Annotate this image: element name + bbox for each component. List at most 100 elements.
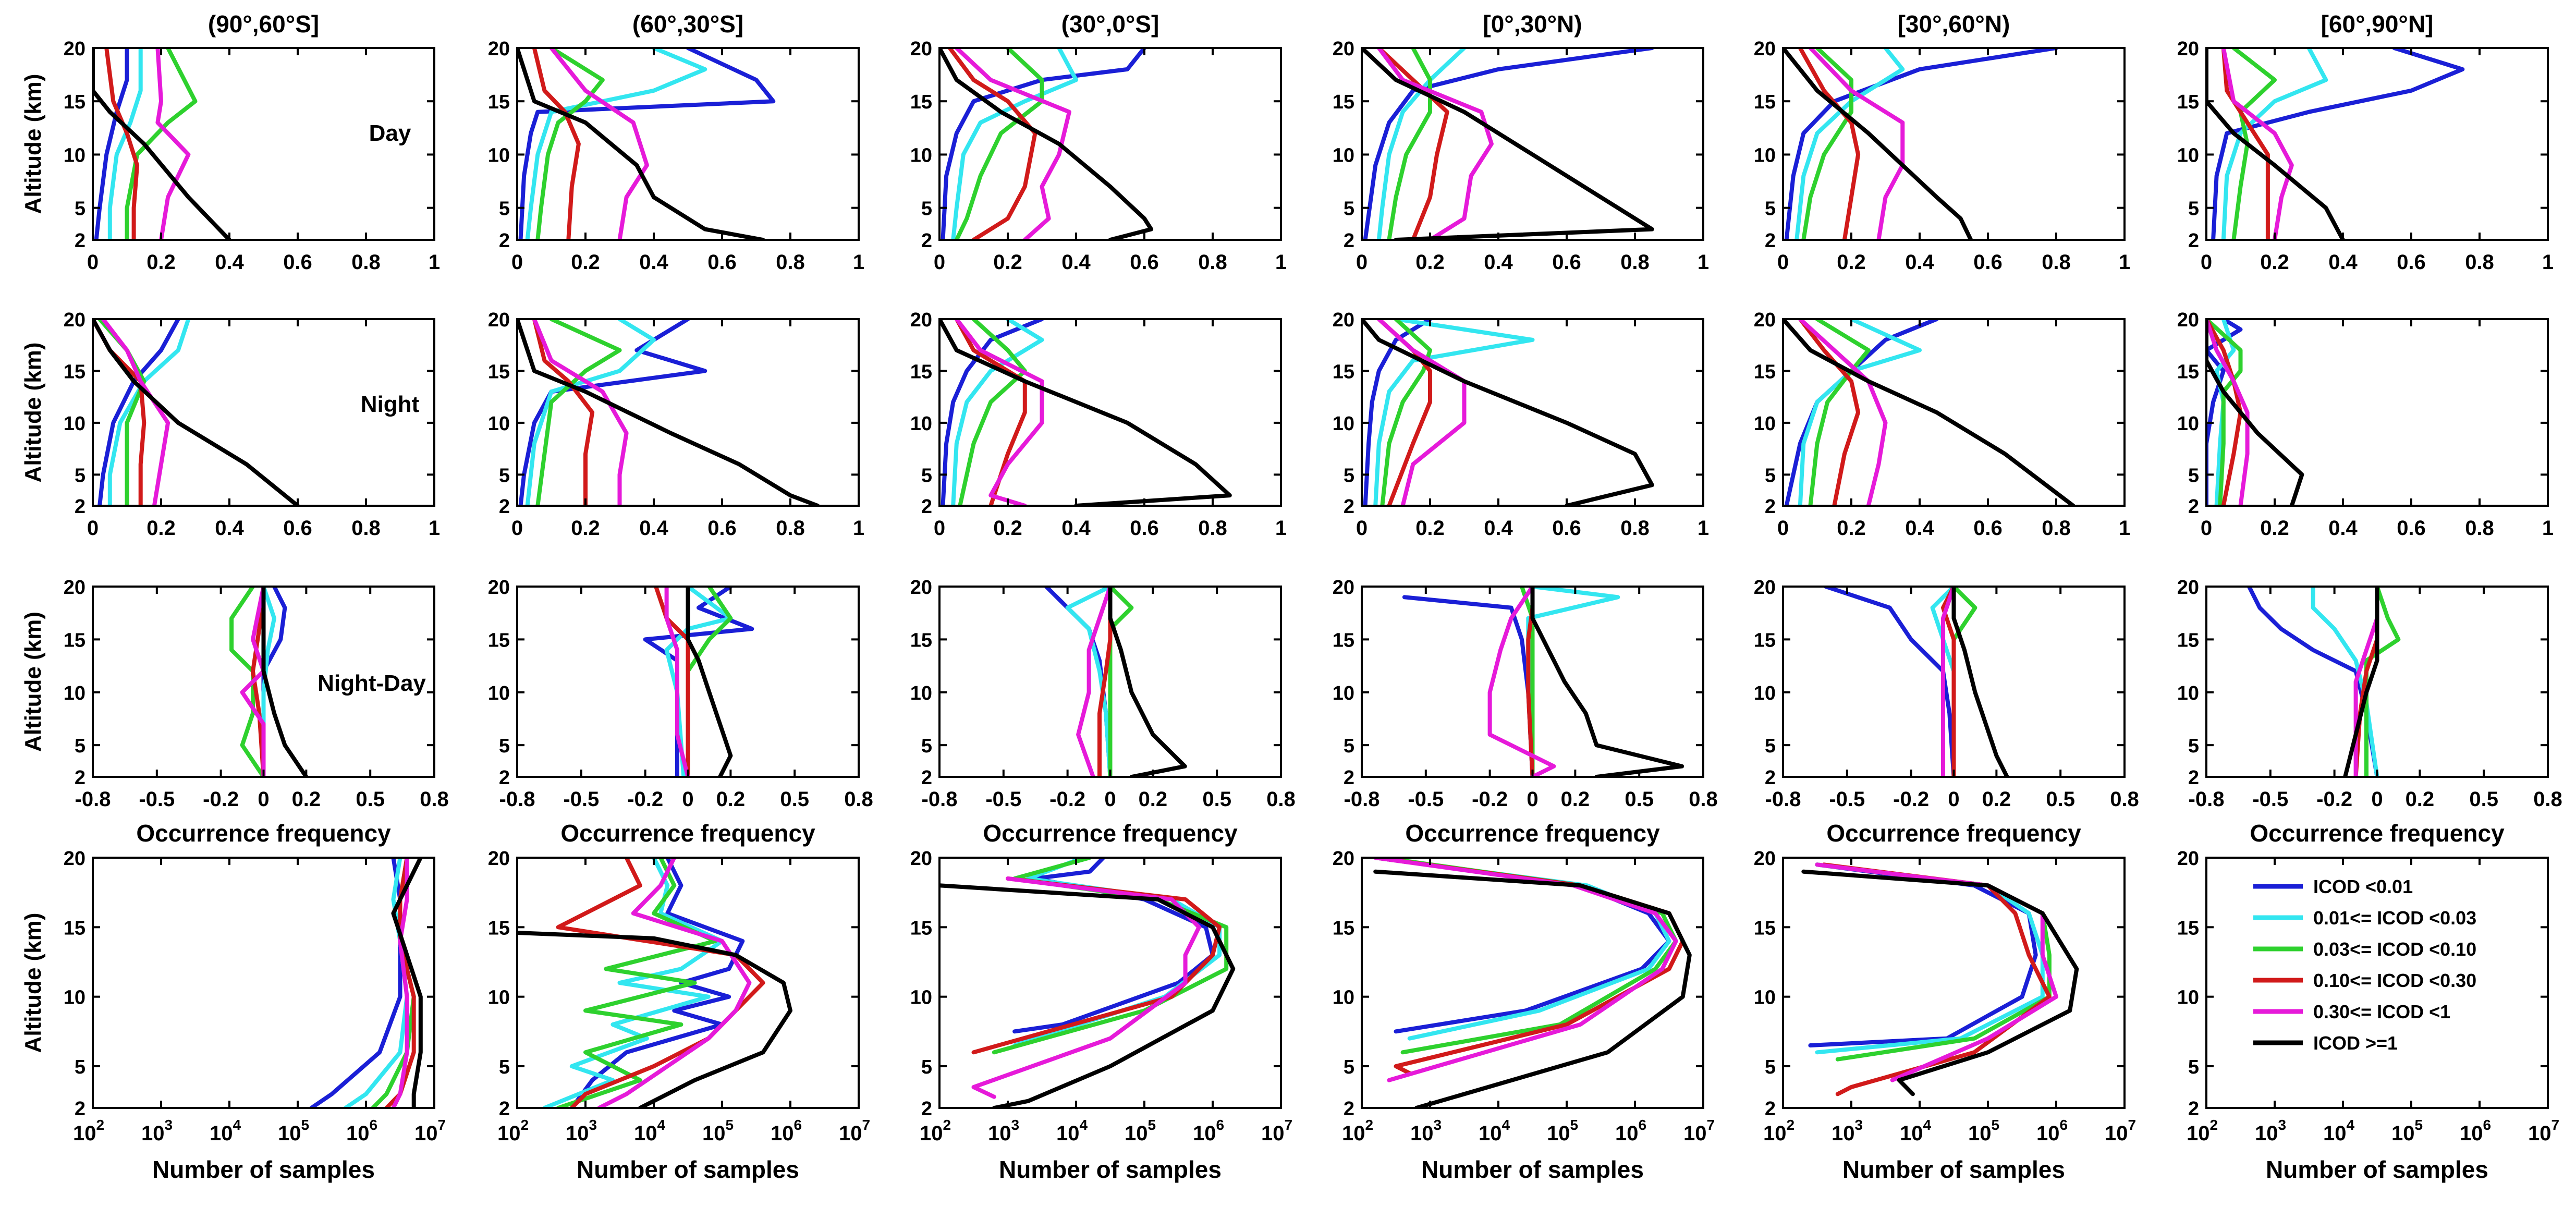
series-icod_010_030 [556, 858, 765, 1108]
panel-r2-c4: 2 5 10 15 20 0 0.2 0.4 0.6 0.8 1 [1333, 309, 1709, 540]
panel-r4-c1: 2 5 10 15 20 102 103 104 105 106 107 [64, 848, 446, 1145]
y-tick-label: 2 [921, 1098, 932, 1120]
x-tick-label: 102 [2187, 1117, 2218, 1145]
series-group [1044, 587, 1187, 777]
x-tick-label: 0.8 [1689, 788, 1718, 811]
x-tick-label: 0.4 [1484, 517, 1513, 540]
series-icod_030_1 [101, 319, 170, 506]
legend-entry: ICOD >=1 [2313, 1032, 2398, 1054]
y-tick-label: 10 [1754, 987, 1776, 1009]
y-tick-label: 20 [64, 38, 86, 60]
x-tick-label: -0.8 [75, 788, 111, 811]
x-tick-label: 0 [1104, 788, 1116, 811]
x-tick-label: 0.8 [2465, 517, 2494, 540]
panel-frame [1361, 47, 1704, 241]
y-tick-label: 10 [1333, 144, 1354, 166]
x-tick-label: 0.2 [1561, 788, 1590, 811]
x-tick-label: 0.8 [2042, 251, 2071, 274]
y-tick-label: 20 [2177, 309, 2199, 331]
series-group [517, 48, 776, 240]
series-icod_030_1 [1373, 858, 1678, 1082]
x-tick-label: 0.8 [844, 788, 873, 811]
x-tick-label: 104 [1479, 1117, 1510, 1145]
y-tick-label: 20 [1754, 38, 1776, 60]
panel-frame [1782, 857, 2126, 1109]
y-tick-label: 5 [75, 735, 86, 757]
x-tick-exponent: 7 [437, 1117, 446, 1133]
y-tick-label: 15 [1754, 91, 1776, 113]
x-tick-label: 1 [429, 517, 440, 540]
series-group [1801, 862, 2079, 1096]
y-tick-label: 20 [1754, 848, 1776, 870]
y-tick-label: 15 [64, 361, 86, 383]
panel-r1-c6: 2 5 10 15 20 0 0.2 0.4 0.6 0.8 1 [2177, 38, 2554, 274]
x-tick-label: 104 [634, 1117, 666, 1145]
series-icod_ge_1 [517, 931, 792, 1108]
series-icod_001_003 [1376, 48, 1467, 240]
series-icod_003_010 [1380, 858, 1678, 1055]
x-tick-label: 0.2 [993, 517, 1022, 540]
series-icod_ge_1 [93, 319, 300, 506]
x-tick-label: 0.2 [1837, 251, 1866, 274]
panel-r4-c5: 2 5 10 15 20 102 103 104 105 106 107 [1754, 848, 2136, 1145]
y-tick-label: 2 [499, 230, 510, 252]
y-tick-label: 10 [910, 144, 932, 166]
legend-entry: 0.03<= ICOD <0.10 [2313, 938, 2476, 960]
y-tick-label: 5 [2188, 465, 2199, 486]
x-tick-label: 104 [1900, 1117, 1932, 1145]
x-tick-label: 0.4 [1905, 517, 1934, 540]
panel-r3-c1: 2 5 10 15 20 -0.8 -0.5 -0.2 0 0.2 0.5 0.8 [64, 577, 449, 811]
panel-frame [1361, 318, 1704, 507]
series-icod_lt_001 [1784, 48, 2058, 240]
x-tick-exponent: 4 [657, 1117, 665, 1133]
series-icod_ge_1 [1530, 587, 1684, 777]
y-tick-label: 20 [1754, 309, 1776, 331]
x-tick-label: 105 [2391, 1117, 2423, 1145]
y-tick-label: 2 [921, 767, 932, 789]
x-tick-label: -0.5 [563, 788, 599, 811]
series-icod_lt_001 [97, 319, 180, 506]
x-tick-label: 1 [1275, 517, 1287, 540]
x-tick-label: 104 [2323, 1117, 2355, 1145]
x-axis-label: Number of samples [152, 1156, 375, 1183]
series-icod_030_1 [954, 48, 1071, 240]
x-axis-label: Occurrence frequency [983, 820, 1238, 847]
x-tick-exponent: 7 [2551, 1117, 2559, 1133]
series-group [1402, 587, 1684, 777]
x-tick-label: 107 [1683, 1117, 1715, 1145]
series-icod_001_003 [525, 48, 707, 240]
series-icod_030_1 [971, 876, 1201, 1099]
y-tick-label: 10 [64, 413, 86, 435]
x-axis-label: Number of samples [2266, 1156, 2488, 1183]
x-tick-label: 107 [414, 1117, 446, 1145]
x-tick-label: 106 [346, 1117, 377, 1145]
column-title: (30°,0°S] [1061, 10, 1159, 38]
series-icod_010_030 [2555, 913, 2558, 920]
x-axis-label: Occurrence frequency [560, 820, 815, 847]
y-tick-label: 10 [1333, 413, 1354, 435]
x-tick-label: 0.2 [1982, 788, 2011, 811]
x-axis-label: Occurrence frequency [136, 820, 391, 847]
panel-r1-c1: 2 5 10 15 20 0 0.2 0.4 0.6 0.8 1 [64, 38, 440, 274]
series-icod_001_003 [1798, 319, 1922, 506]
panel-frame [1361, 857, 1704, 1109]
series-icod_001_003 [951, 48, 1078, 240]
x-tick-exponent: 2 [1365, 1117, 1373, 1133]
x-axis-label: Number of samples [999, 1156, 1222, 1183]
series-icod_ge_1 [261, 587, 309, 777]
series-icod_030_1 [2206, 319, 2250, 506]
series-icod_030_1 [391, 858, 409, 1108]
series-icod_030_1 [1076, 587, 1113, 777]
series-icod_003_010 [958, 319, 1027, 506]
x-tick-label: 0.8 [2110, 788, 2139, 811]
series-icod_lt_001 [1373, 858, 1671, 1034]
series-group [517, 858, 792, 1108]
x-tick-label: 1 [853, 517, 864, 540]
panel-r3-c4: 2 5 10 15 20 -0.8 -0.5 -0.2 0 0.2 0.5 0.8 [1333, 577, 1718, 811]
series-icod_010_030 [532, 48, 581, 240]
series-icod_030_1 [1798, 319, 1888, 506]
x-tick-exponent: 3 [1011, 1117, 1019, 1133]
panel-frame [2205, 47, 2549, 241]
x-tick-label: 0.2 [993, 251, 1022, 274]
x-tick-label: -0.2 [1049, 788, 1085, 811]
